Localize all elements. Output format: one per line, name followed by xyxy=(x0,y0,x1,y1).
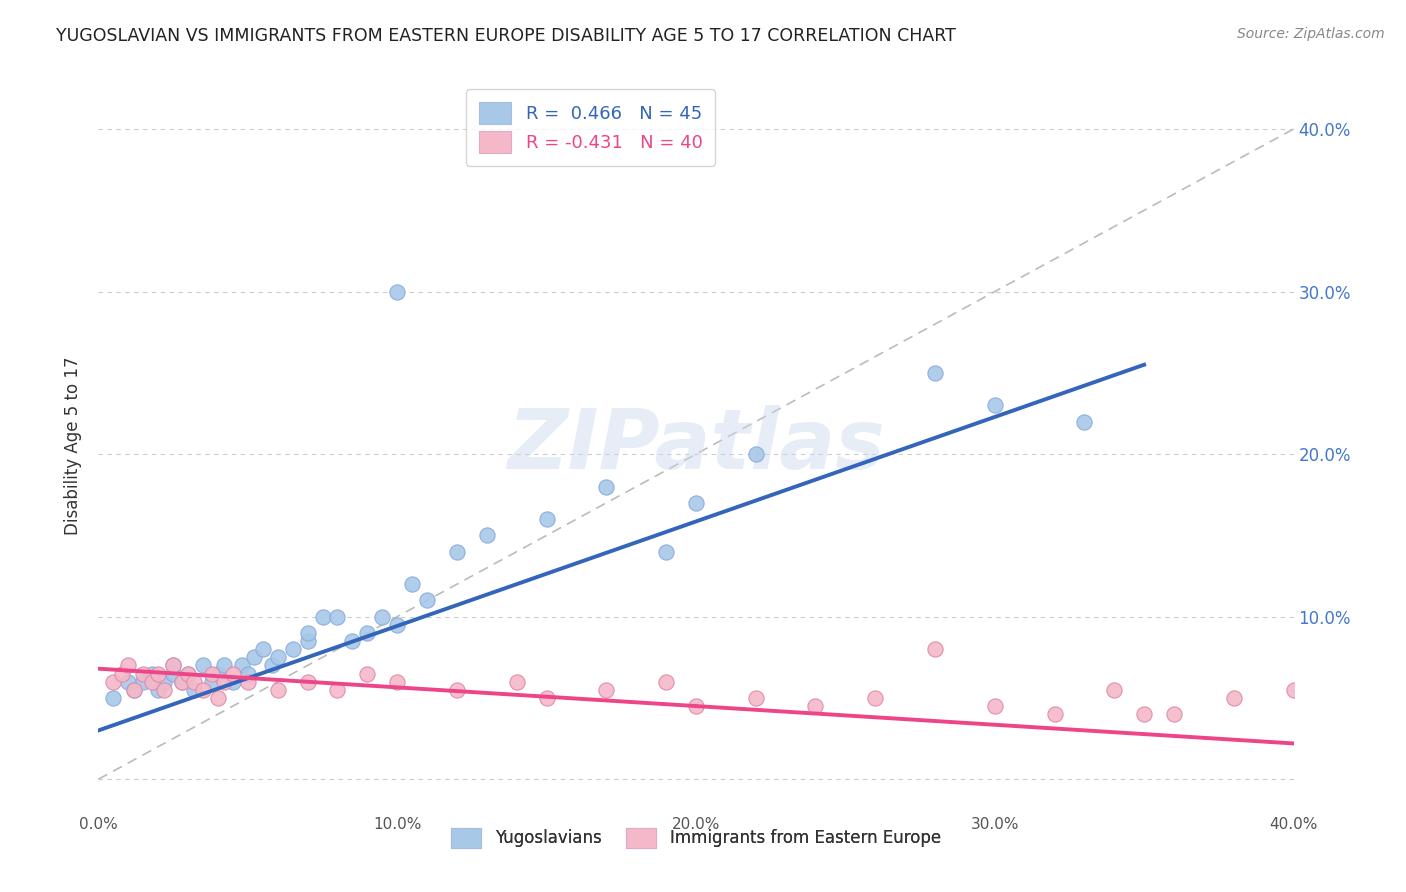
Point xyxy=(153,682,176,697)
Point xyxy=(103,674,125,689)
Point xyxy=(655,674,678,689)
Point xyxy=(252,642,274,657)
Point xyxy=(141,674,163,689)
Point xyxy=(385,674,409,689)
Point xyxy=(207,666,229,681)
Point xyxy=(297,634,319,648)
Point xyxy=(1282,682,1305,697)
Y-axis label: Disability Age 5 to 17: Disability Age 5 to 17 xyxy=(65,357,83,535)
Point xyxy=(236,666,259,681)
Point xyxy=(222,666,245,681)
Point xyxy=(311,609,333,624)
Point xyxy=(475,528,498,542)
Point xyxy=(745,690,768,705)
Point xyxy=(446,544,468,558)
Point xyxy=(183,674,205,689)
Point xyxy=(117,658,139,673)
Legend: Yugoslavians, Immigrants from Eastern Europe: Yugoslavians, Immigrants from Eastern Eu… xyxy=(444,821,948,855)
Point xyxy=(385,285,409,299)
Point xyxy=(162,666,184,681)
Point xyxy=(260,658,283,673)
Point xyxy=(685,496,707,510)
Point xyxy=(281,642,304,657)
Point xyxy=(267,682,290,697)
Point xyxy=(297,674,319,689)
Text: Source: ZipAtlas.com: Source: ZipAtlas.com xyxy=(1237,27,1385,41)
Point xyxy=(595,480,617,494)
Point xyxy=(356,626,378,640)
Point xyxy=(124,682,146,697)
Point xyxy=(141,666,163,681)
Point xyxy=(506,674,529,689)
Point xyxy=(1104,682,1126,697)
Point xyxy=(103,690,125,705)
Point xyxy=(342,634,364,648)
Point xyxy=(207,690,229,705)
Point xyxy=(183,682,205,697)
Point xyxy=(177,666,200,681)
Point xyxy=(1043,707,1066,722)
Point xyxy=(212,658,235,673)
Point xyxy=(222,674,245,689)
Point xyxy=(1073,415,1095,429)
Point xyxy=(326,609,349,624)
Point xyxy=(117,674,139,689)
Point xyxy=(297,626,319,640)
Text: YUGOSLAVIAN VS IMMIGRANTS FROM EASTERN EUROPE DISABILITY AGE 5 TO 17 CORRELATION: YUGOSLAVIAN VS IMMIGRANTS FROM EASTERN E… xyxy=(56,27,956,45)
Point xyxy=(243,650,266,665)
Point xyxy=(595,682,617,697)
Point xyxy=(371,609,394,624)
Point xyxy=(1133,707,1156,722)
Point xyxy=(124,682,146,697)
Point xyxy=(132,666,155,681)
Point xyxy=(172,674,194,689)
Point xyxy=(172,674,194,689)
Point xyxy=(416,593,439,607)
Point xyxy=(804,699,827,714)
Point xyxy=(236,674,259,689)
Point xyxy=(685,699,707,714)
Point xyxy=(132,674,155,689)
Point xyxy=(201,666,224,681)
Point xyxy=(984,398,1007,412)
Point xyxy=(1223,690,1246,705)
Point xyxy=(745,447,768,461)
Point xyxy=(162,658,184,673)
Point xyxy=(153,674,176,689)
Point xyxy=(148,666,170,681)
Point xyxy=(446,682,468,697)
Point xyxy=(191,682,214,697)
Point xyxy=(191,658,214,673)
Point xyxy=(148,682,170,697)
Point xyxy=(984,699,1007,714)
Point xyxy=(356,666,378,681)
Point xyxy=(212,674,235,689)
Point xyxy=(401,577,423,591)
Point xyxy=(385,617,409,632)
Point xyxy=(924,642,946,657)
Point xyxy=(111,666,134,681)
Point xyxy=(924,366,946,380)
Point xyxy=(865,690,887,705)
Point xyxy=(177,666,200,681)
Point xyxy=(162,658,184,673)
Point xyxy=(267,650,290,665)
Point xyxy=(536,512,558,526)
Point xyxy=(326,682,349,697)
Point xyxy=(201,674,224,689)
Point xyxy=(231,658,253,673)
Point xyxy=(536,690,558,705)
Point xyxy=(655,544,678,558)
Point xyxy=(1163,707,1185,722)
Text: ZIPatlas: ZIPatlas xyxy=(508,406,884,486)
